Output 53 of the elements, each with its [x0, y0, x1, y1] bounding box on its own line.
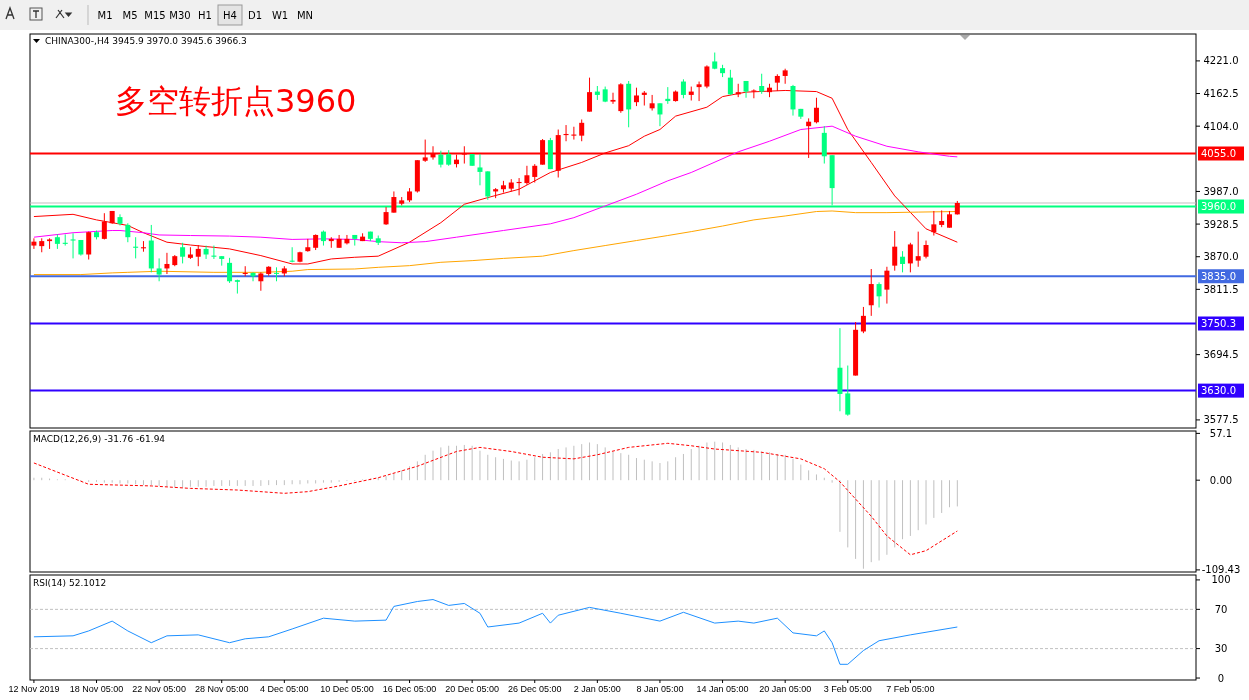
x-tick-label: 8 Jan 05:00 — [636, 684, 684, 694]
text: M30 — [169, 10, 191, 21]
y-tick-label: 3577.5 — [1203, 414, 1239, 426]
line-series — [33, 442, 958, 556]
y-tick-label: 4104.0 — [1203, 120, 1239, 132]
x-tick-label: 16 Dec 05:00 — [382, 684, 437, 694]
text: M5 — [122, 10, 138, 21]
x-tick-label: 26 Dec 05:00 — [507, 684, 562, 694]
y-tick-label: -109.43 — [1201, 564, 1241, 576]
candlestick — [70, 233, 76, 259]
y-tick-label: 4162.5 — [1203, 88, 1239, 100]
x-tick-label: 28 Nov 05:00 — [194, 684, 249, 694]
ref-line-label: 3960.0 — [1201, 201, 1236, 213]
y-tick-label: 4221.0 — [1203, 55, 1239, 67]
x-tick-label: 2 Jan 05:00 — [573, 684, 621, 694]
text: 多空转折点3960 — [115, 82, 357, 120]
text: W1 — [271, 10, 289, 21]
y-tick-label: 100 — [1211, 574, 1231, 586]
y-tick-label: 3694.5 — [1203, 349, 1239, 361]
line-series — [33, 125, 958, 244]
y-tick-label: 3870.0 — [1203, 251, 1239, 263]
chart-subtitle: CHINA300-,H4 3945.9 3970.0 3945.6 3966.3 — [45, 36, 247, 46]
y-tick-label: 0 — [1217, 672, 1225, 684]
x-tick-label: 18 Nov 05:00 — [69, 684, 124, 694]
x-tick-label: 3 Feb 05:00 — [823, 684, 872, 694]
y-tick-label: 30 — [1214, 643, 1228, 655]
ref-line-label: 3750.3 — [1201, 318, 1236, 329]
ref-line-label: 3630.0 — [1201, 385, 1236, 397]
line-series — [33, 599, 958, 665]
x-tick-label: 20 Jan 05:00 — [759, 684, 812, 694]
text: M15 — [144, 10, 166, 21]
y-tick-label: 3811.5 — [1203, 283, 1239, 295]
text: H4 — [223, 10, 237, 21]
ref-line-label: 3835.0 — [1201, 270, 1236, 282]
chart-title: RSI(14) 52.1012 — [33, 578, 107, 588]
y-tick-label: 3987.0 — [1203, 185, 1239, 197]
chart-title: MACD(12,26,9) -31.76 -61.94 — [33, 434, 166, 444]
x-tick-label: 10 Dec 05:00 — [320, 684, 374, 694]
x-tick-label: 4 Dec 05:00 — [260, 684, 309, 694]
text: H1 — [198, 10, 212, 21]
y-tick-label: 3928.5 — [1203, 218, 1239, 230]
x-tick-label: 22 Nov 05:00 — [132, 684, 186, 694]
y-tick-label: 0.00 — [1209, 474, 1233, 486]
y-tick-label: 70 — [1214, 603, 1228, 615]
x-tick-label: 14 Jan 05:00 — [696, 684, 749, 694]
x-tick-label: 7 Feb 05:00 — [886, 684, 935, 694]
x-tick-label: 12 Nov 2019 — [8, 684, 60, 694]
text: MN — [296, 10, 314, 21]
text: M1 — [97, 10, 113, 21]
ref-line-label: 4055.0 — [1201, 148, 1236, 160]
x-tick-label: 20 Dec 05:00 — [445, 684, 499, 694]
text: D1 — [247, 10, 263, 21]
y-tick-label: 57.1 — [1209, 427, 1233, 439]
